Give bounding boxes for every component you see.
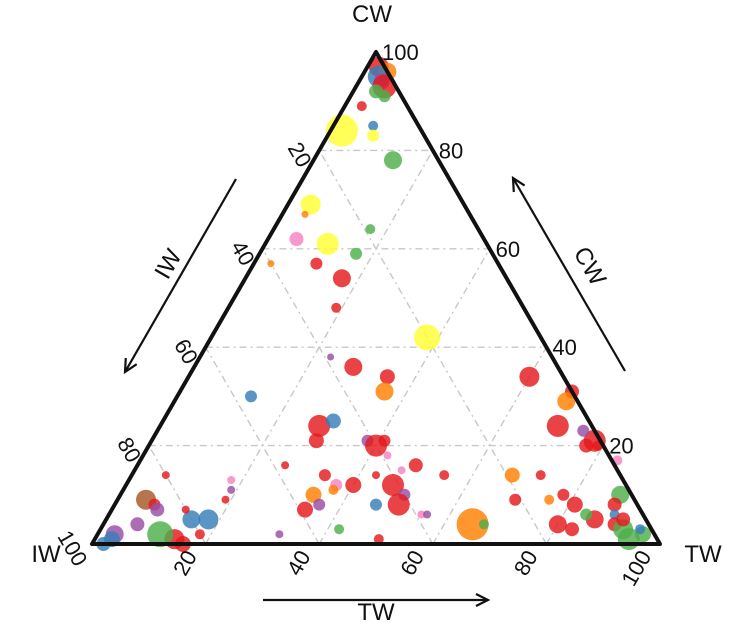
data-point-102: [616, 512, 631, 527]
tick-bottom-100: 100: [616, 546, 656, 590]
data-point-45: [504, 467, 520, 483]
data-point-56: [313, 498, 326, 511]
tick-right-40: 40: [552, 335, 576, 360]
vertex-label-top: CW: [352, 1, 392, 28]
tick-right-80: 80: [439, 138, 463, 163]
axis-title-left: IW: [149, 245, 187, 284]
data-point-71: [161, 471, 170, 480]
data-point-38: [397, 466, 406, 475]
data-point-7: [356, 101, 367, 112]
tick-right-20: 20: [609, 434, 633, 459]
data-point-14: [289, 232, 304, 246]
data-point-44: [456, 508, 489, 541]
data-point-84: [546, 414, 569, 437]
data-point-21: [331, 302, 342, 313]
data-point-25: [344, 357, 363, 376]
data-point-18: [310, 257, 323, 270]
data-point-65: [194, 529, 205, 540]
data-point-95: [635, 524, 646, 535]
data-point-86: [557, 392, 576, 411]
data-point-57: [297, 501, 313, 518]
data-point-101: [557, 488, 570, 501]
data-point-51: [439, 470, 450, 481]
data-point-32: [325, 413, 341, 429]
data-point-46: [535, 470, 546, 481]
tick-right-60: 60: [496, 237, 520, 262]
data-point-27: [308, 414, 331, 437]
data-point-100: [544, 494, 555, 505]
data-point-87: [519, 366, 540, 387]
data-point-10: [367, 129, 380, 142]
data-point-53: [372, 471, 380, 480]
tick-bottom-80: 80: [509, 546, 543, 580]
data-point-23: [379, 369, 395, 385]
data-point-17: [350, 247, 363, 260]
data-point-52: [345, 477, 362, 493]
data-point-68: [147, 521, 174, 548]
data-point-50: [373, 534, 384, 545]
triangle-frame: [90, 50, 662, 546]
data-point-26: [327, 353, 335, 361]
data-point-75: [130, 517, 145, 532]
data-point-63: [198, 509, 219, 530]
data-point-30: [378, 434, 391, 447]
data-point-74: [150, 502, 165, 517]
left-axis-arrow: [123, 178, 237, 375]
data-point-47: [509, 493, 522, 506]
data-point-55: [328, 484, 339, 495]
data-point-39: [408, 458, 423, 473]
data-point-97: [566, 496, 583, 513]
tick-bottom-40: 40: [282, 546, 316, 580]
axis-title-bottom: TW: [357, 599, 395, 625]
data-point-12: [300, 194, 321, 215]
data-point-70: [227, 485, 236, 494]
grid-line-tw-40: [318, 248, 491, 545]
tick-bottom-60: 60: [395, 546, 429, 580]
bottom-axis-arrow: [263, 593, 491, 607]
data-point-58: [275, 530, 284, 539]
data-point-16: [365, 224, 376, 235]
data-point-48: [478, 519, 489, 530]
data-point-62: [221, 495, 230, 504]
data-points: [96, 56, 651, 552]
data-point-34: [245, 390, 257, 403]
data-point-60: [370, 498, 382, 511]
data-point-9: [368, 120, 379, 131]
vertex-label-left: IW: [31, 541, 61, 568]
right-axis-arrow: [511, 175, 626, 372]
data-point-99: [548, 515, 567, 534]
data-point-89: [607, 497, 622, 512]
data-point-43: [417, 510, 426, 519]
grid-line-iw-80: [148, 445, 207, 545]
data-point-61: [227, 476, 236, 484]
vertex-label-right: TW: [684, 541, 722, 568]
data-point-40: [382, 474, 404, 496]
data-point-15: [316, 232, 339, 255]
tick-right-100: 100: [382, 40, 419, 65]
data-point-64: [182, 510, 201, 529]
data-point-69: [181, 505, 190, 514]
data-point-49: [423, 510, 432, 519]
data-point-22: [414, 324, 441, 351]
data-point-13: [301, 210, 309, 218]
data-point-80: [577, 424, 590, 437]
data-point-11: [384, 151, 402, 170]
data-point-81: [579, 438, 594, 453]
tick-bottom-20: 20: [168, 546, 202, 580]
data-point-103: [580, 508, 593, 521]
grid: [148, 149, 604, 545]
data-point-59: [334, 524, 345, 535]
data-point-42: [387, 493, 410, 516]
data-point-36: [318, 469, 331, 482]
data-point-6: [378, 90, 391, 103]
data-point-20: [332, 269, 351, 288]
data-point-98: [565, 522, 579, 537]
data-point-24: [375, 382, 394, 401]
data-point-19: [267, 260, 275, 268]
data-point-33: [308, 433, 324, 449]
data-point-37: [305, 486, 322, 503]
data-point-31: [383, 451, 392, 460]
data-point-35: [281, 461, 290, 470]
